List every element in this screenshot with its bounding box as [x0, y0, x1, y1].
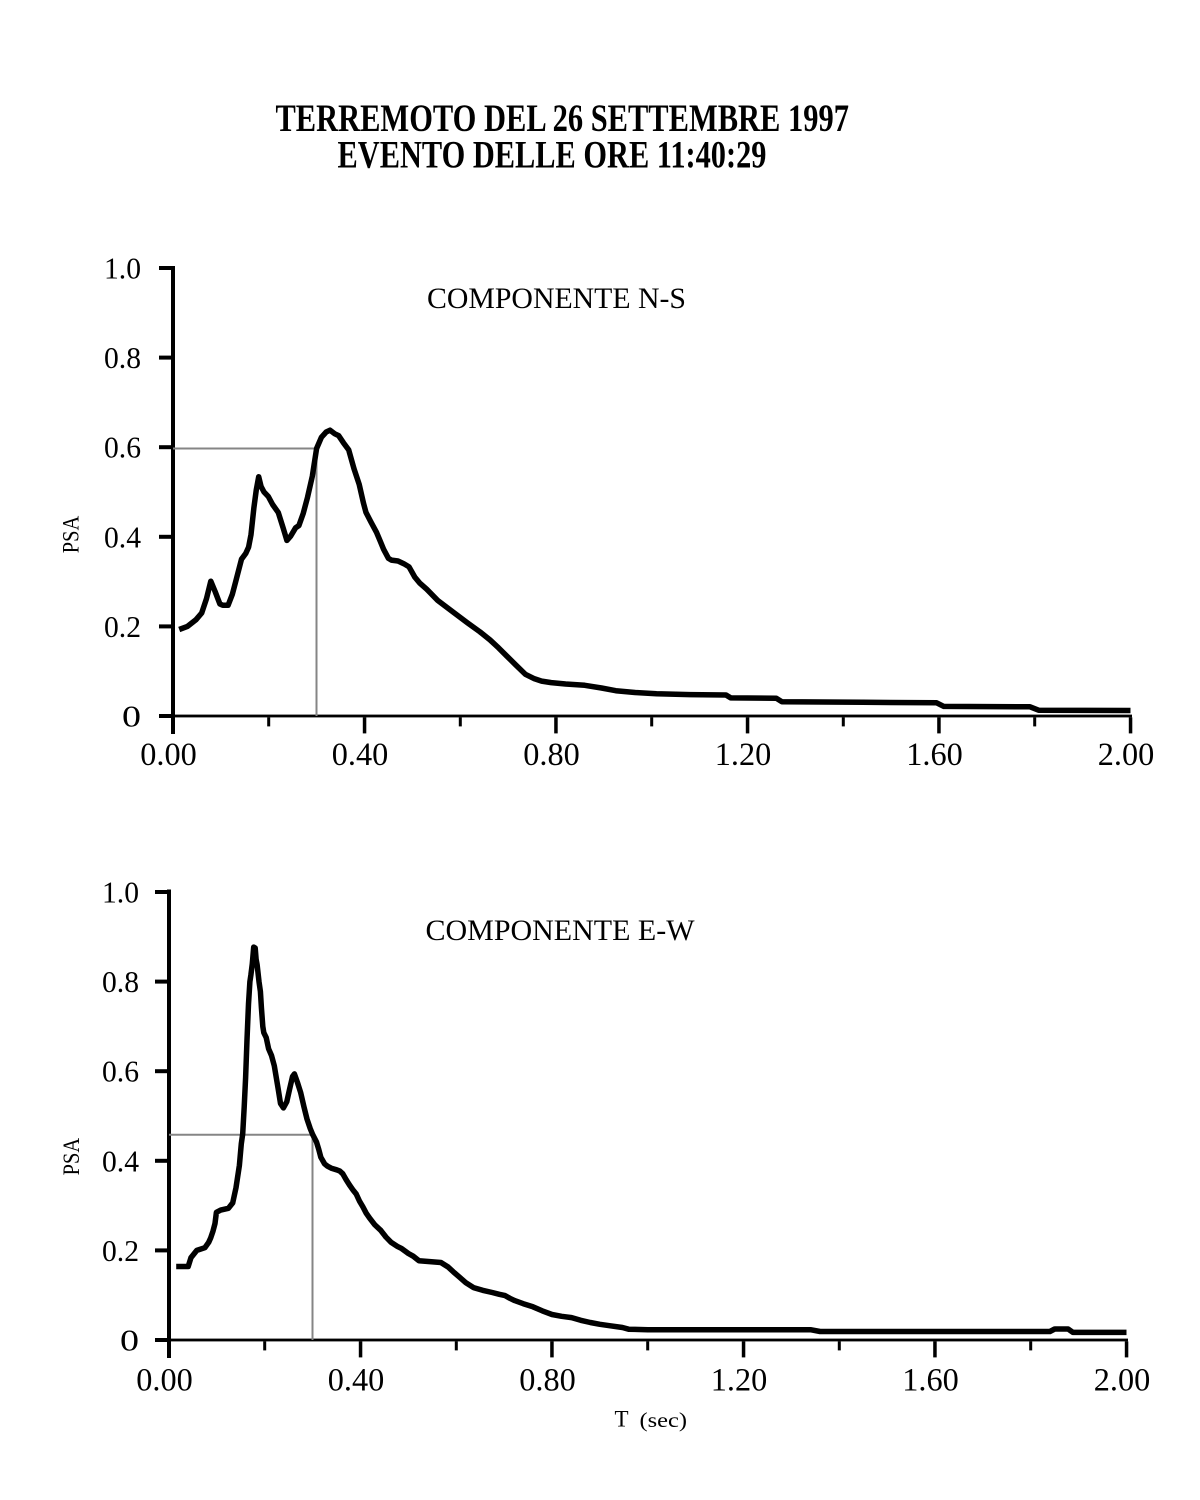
- svg-text:0.00: 0.00: [136, 1363, 193, 1399]
- svg-text:0.00: 0.00: [140, 737, 197, 773]
- svg-text:0.8: 0.8: [104, 340, 141, 375]
- svg-text:1.60: 1.60: [906, 737, 963, 773]
- svg-text:1.0: 1.0: [104, 251, 141, 286]
- svg-text:(sec): (sec): [640, 1408, 688, 1432]
- svg-text:1.0: 1.0: [102, 875, 139, 910]
- svg-text:2.00: 2.00: [1098, 737, 1155, 773]
- svg-text:2.00: 2.00: [1094, 1363, 1151, 1399]
- svg-text:TERREMOTO DEL 26 SETTEMBRE 199: TERREMOTO DEL 26 SETTEMBRE 1997: [275, 97, 849, 140]
- svg-text:COMPONENTE N-S: COMPONENTE N-S: [427, 282, 686, 315]
- svg-text:0.4: 0.4: [104, 519, 141, 554]
- svg-text:0.8: 0.8: [102, 964, 139, 999]
- svg-text:0.80: 0.80: [519, 1363, 576, 1399]
- svg-text:0.80: 0.80: [523, 737, 580, 773]
- svg-text:0.6: 0.6: [102, 1054, 139, 1089]
- svg-text:PSA: PSA: [59, 1138, 84, 1176]
- svg-text:T: T: [615, 1407, 629, 1432]
- svg-text:1.20: 1.20: [715, 737, 772, 773]
- svg-text:0.40: 0.40: [328, 1363, 385, 1399]
- svg-text:0.6: 0.6: [104, 430, 141, 465]
- svg-text:1.60: 1.60: [902, 1363, 959, 1399]
- svg-text:0.2: 0.2: [104, 609, 141, 644]
- svg-text:0: 0: [120, 1323, 139, 1358]
- svg-text:0.4: 0.4: [102, 1143, 139, 1178]
- svg-text:1.20: 1.20: [711, 1363, 768, 1399]
- svg-text:PSA: PSA: [59, 515, 84, 553]
- svg-text:COMPONENTE E-W: COMPONENTE E-W: [426, 914, 696, 947]
- svg-text:0.40: 0.40: [332, 737, 389, 773]
- svg-text:0: 0: [122, 699, 141, 734]
- svg-text:0.2: 0.2: [102, 1233, 139, 1268]
- svg-text:EVENTO DELLE ORE 11:40:29: EVENTO DELLE ORE 11:40:29: [338, 134, 767, 177]
